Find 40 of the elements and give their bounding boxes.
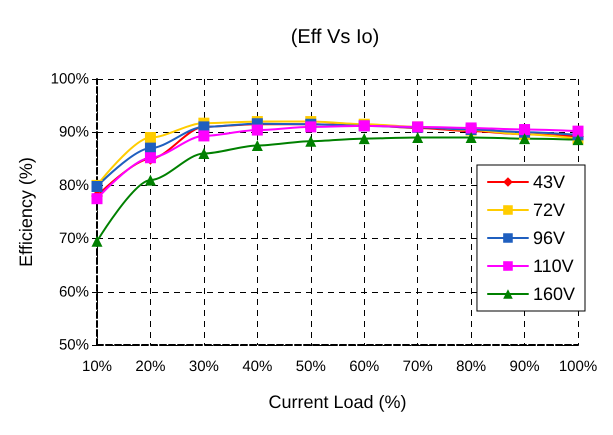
point [198, 148, 210, 159]
point [358, 133, 370, 144]
y-axis-title: Efficiency (%) [16, 157, 36, 267]
x-tick-label: 90% [510, 358, 540, 375]
point [305, 136, 316, 147]
chart-title: (Eff Vs Io) [290, 26, 380, 48]
point [92, 193, 102, 204]
x-tick-label: 50% [296, 358, 326, 375]
point [412, 132, 424, 144]
y-tick-label: 100% [50, 70, 89, 88]
point [305, 121, 316, 132]
point [572, 126, 584, 137]
y-tick-label: 70% [58, 230, 89, 248]
legend-label: 72V [532, 200, 565, 220]
point [519, 124, 530, 136]
y-tick-label: 50% [58, 336, 89, 354]
legend-label: 110V [532, 256, 574, 276]
x-tick-label: 30% [188, 358, 219, 375]
point [519, 133, 530, 144]
point [92, 236, 102, 247]
point [198, 130, 210, 142]
y-tick-label: 80% [58, 176, 89, 194]
y-tick-label: 60% [58, 283, 89, 300]
x-tick-label: 10% [82, 358, 112, 375]
x-tick-label: 20% [135, 358, 166, 375]
x-tick-label: 60% [349, 358, 380, 375]
x-tick-label: 80% [456, 358, 486, 375]
legend-label: 96V [532, 228, 565, 248]
point [252, 124, 263, 136]
x-tick-label: 100% [558, 358, 598, 375]
x-tick-label: 70% [402, 358, 433, 375]
legend-label: 160V [532, 284, 576, 304]
point [466, 132, 477, 144]
y-tick-label: 90% [58, 124, 89, 141]
point [144, 132, 156, 144]
legend-label: 43V [532, 172, 565, 192]
x-axis-title: Current Load (%) [268, 392, 407, 412]
x-tick-label: 40% [242, 358, 272, 375]
point [144, 174, 156, 186]
point [252, 140, 263, 151]
